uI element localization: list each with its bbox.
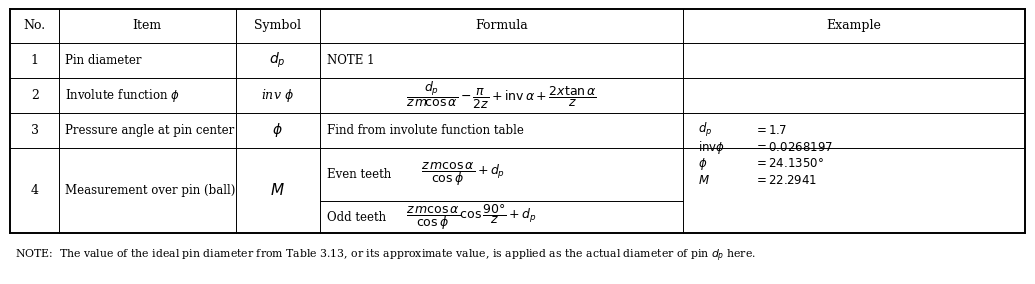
Text: $\dfrac{z\,m\cos\alpha}{\cos\phi}\cos\dfrac{90°}{z} + d_p$: $\dfrac{z\,m\cos\alpha}{\cos\phi}\cos\df… <box>406 202 537 232</box>
Text: $= 22.2941$: $= 22.2941$ <box>753 174 817 187</box>
Text: NOTE:  The value of the ideal pin diameter from Table 3.13, or its approximate v: NOTE: The value of the ideal pin diamete… <box>16 248 757 264</box>
Text: $\dfrac{z\,m\cos\alpha}{\cos\phi} + d_p$: $\dfrac{z\,m\cos\alpha}{\cos\phi} + d_p$ <box>421 160 505 189</box>
Text: Find from involute function table: Find from involute function table <box>327 124 524 137</box>
Text: Formula: Formula <box>475 19 528 32</box>
Text: 2: 2 <box>31 89 38 102</box>
Text: $\dfrac{d_p}{z\,m\!\cos\alpha} - \dfrac{\pi}{2z} + \mathrm{inv}\,\alpha + \dfrac: $\dfrac{d_p}{z\,m\!\cos\alpha} - \dfrac{… <box>406 80 597 111</box>
Text: $d_p$: $d_p$ <box>698 121 712 139</box>
Text: $d_p$: $d_p$ <box>269 51 286 70</box>
Text: 4: 4 <box>31 184 38 197</box>
Text: Even teeth: Even teeth <box>327 168 391 181</box>
Text: 3: 3 <box>31 124 38 137</box>
Text: $\phi$: $\phi$ <box>698 156 707 172</box>
Text: Pressure angle at pin center: Pressure angle at pin center <box>65 124 234 137</box>
Text: $= 1.7$: $= 1.7$ <box>753 124 787 137</box>
Text: Measurement over pin (ball): Measurement over pin (ball) <box>65 184 236 197</box>
Text: Item: Item <box>132 19 161 32</box>
Text: Symbol: Symbol <box>255 19 301 32</box>
Text: NOTE 1: NOTE 1 <box>327 54 375 67</box>
Text: $= 24.1350°$: $= 24.1350°$ <box>753 157 824 170</box>
Text: Example: Example <box>826 19 881 32</box>
Text: Odd teeth: Odd teeth <box>327 211 386 224</box>
Text: Involute function $\phi$: Involute function $\phi$ <box>65 87 180 104</box>
Text: $\phi$: $\phi$ <box>272 121 283 139</box>
Text: $\mathrm{inv}\phi$: $\mathrm{inv}\phi$ <box>698 139 726 156</box>
Text: $M$: $M$ <box>698 174 710 187</box>
Text: inv $\phi$: inv $\phi$ <box>261 87 294 104</box>
Text: $= 0.0268197$: $= 0.0268197$ <box>753 141 833 154</box>
Text: Pin diameter: Pin diameter <box>65 54 142 67</box>
Text: $M$: $M$ <box>270 182 285 198</box>
Text: 1: 1 <box>31 54 38 67</box>
Text: No.: No. <box>24 19 46 32</box>
